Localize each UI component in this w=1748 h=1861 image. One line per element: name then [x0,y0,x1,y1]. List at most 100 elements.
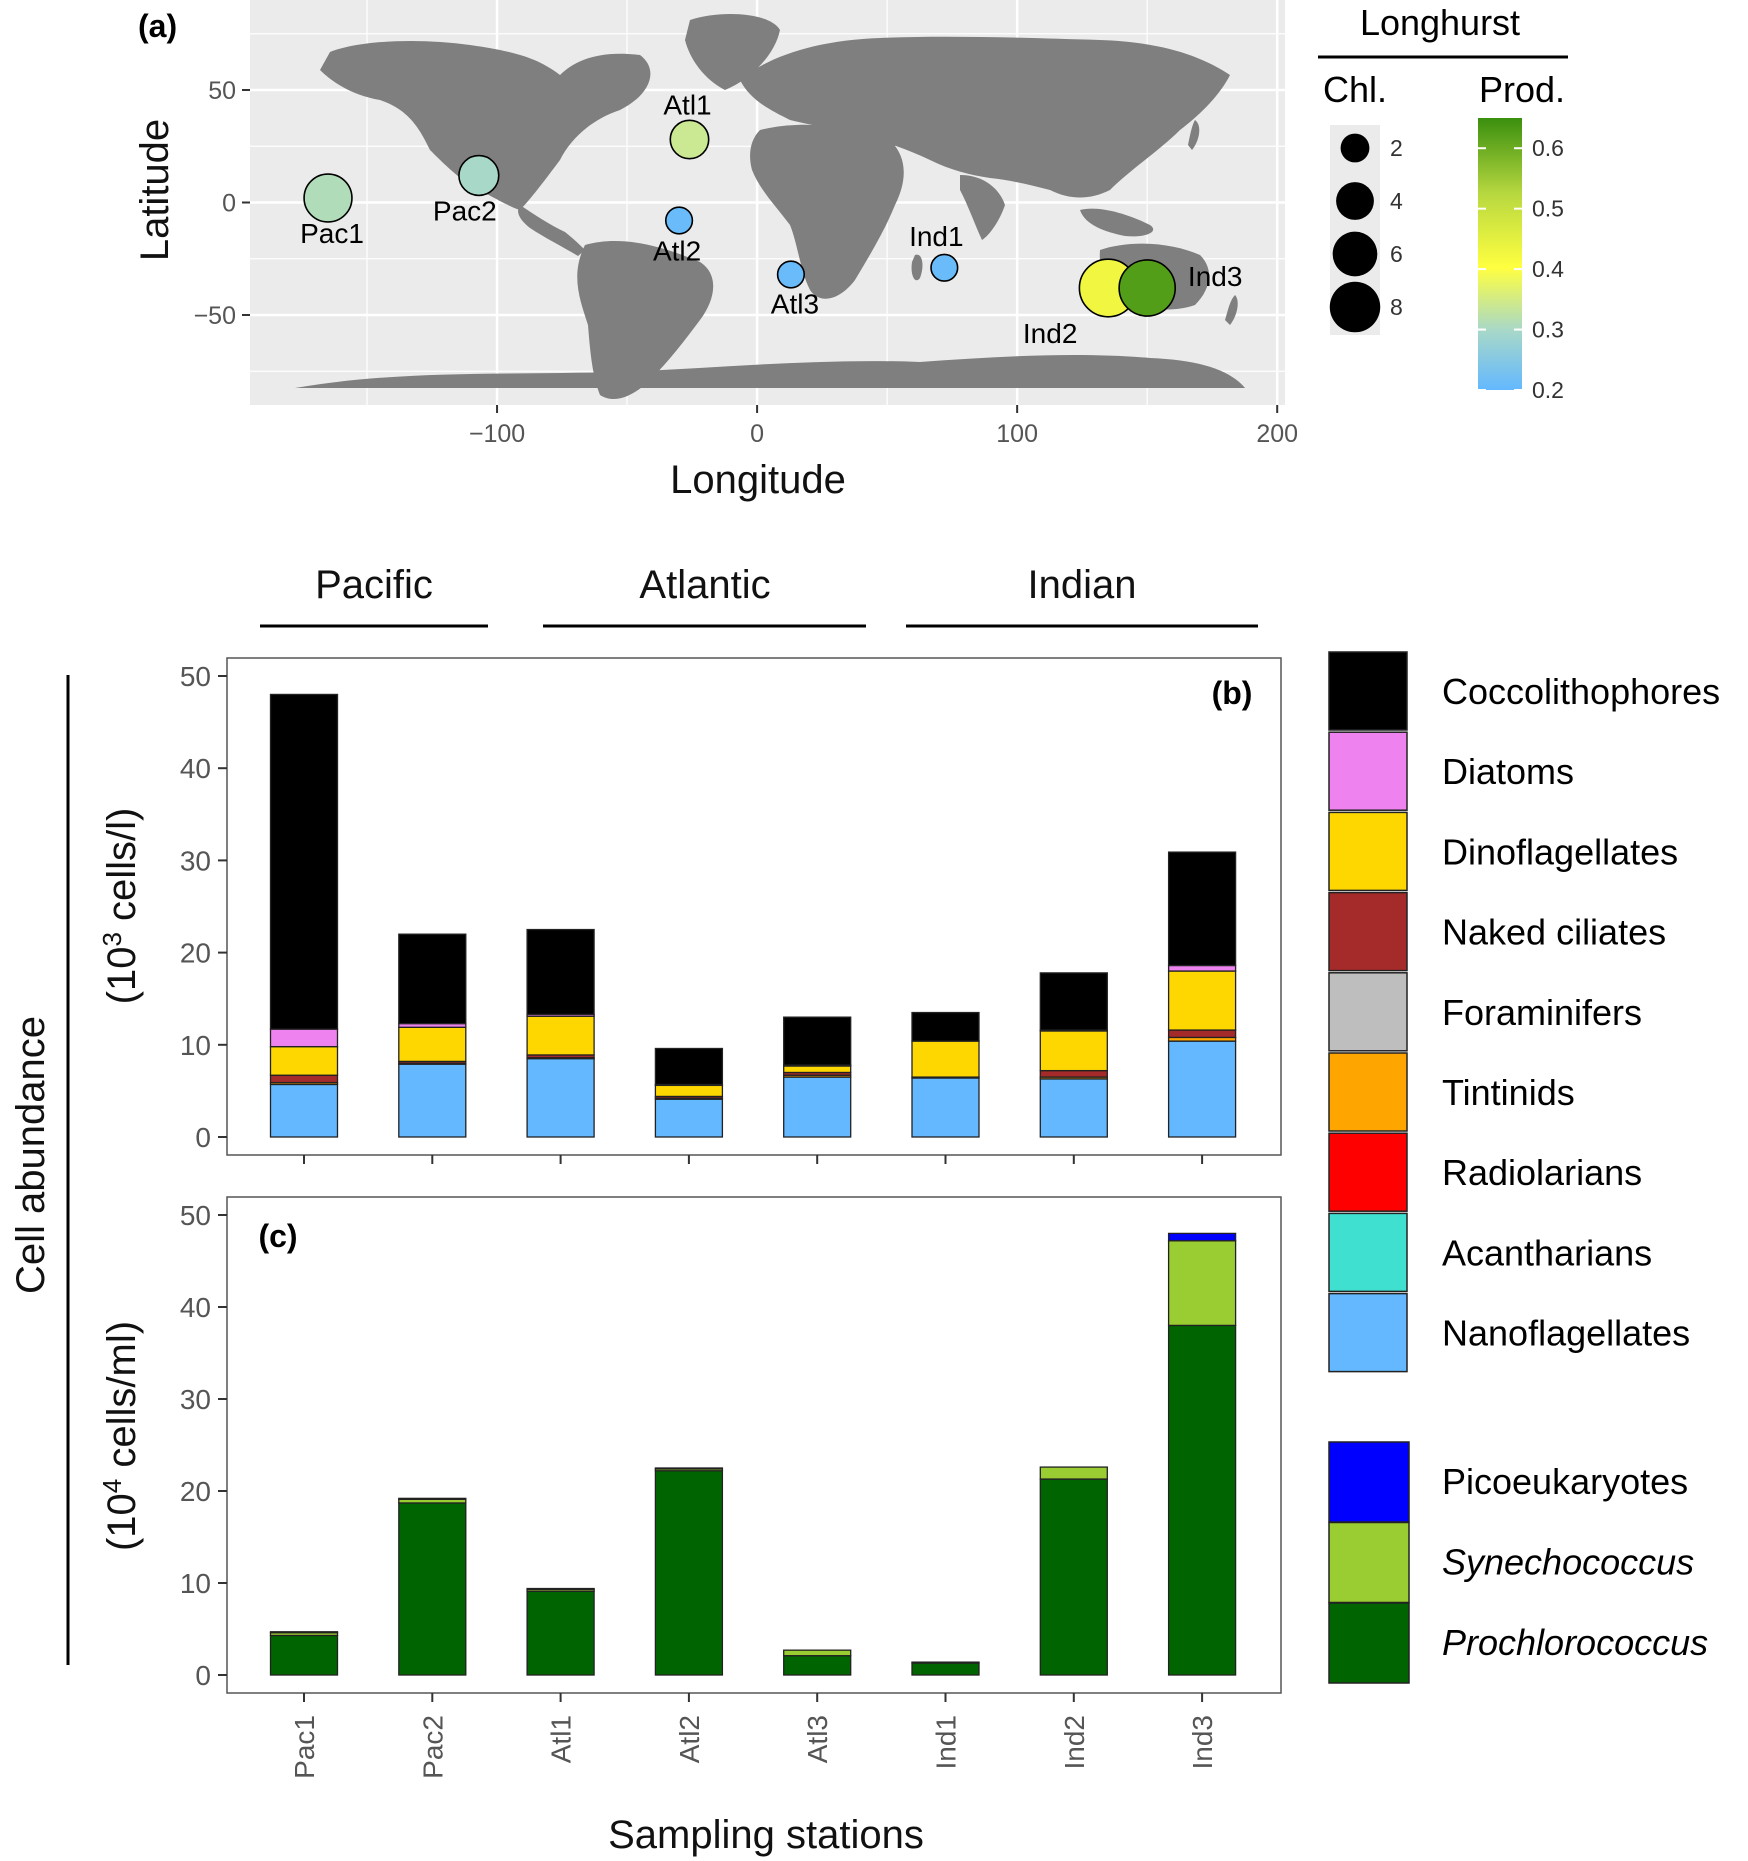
se-asia [1080,208,1154,237]
bar-coccolithophores [1167,851,1237,967]
panel-c-ylabel: (104 cells/ml) [97,1321,144,1551]
color-legend-label: 0.2 [1532,377,1564,403]
sampling-point [664,206,694,235]
bar-prochlorococcus [1167,1324,1237,1676]
bar-dinoflagellates [398,1026,467,1063]
legend-label-dinoflagellates: Dinoflagellates [1442,831,1678,872]
legend-label-nanoflagellates: Nanoflagellates [1442,1313,1690,1354]
legend-label-picoeukaryotes: Picoeukaryotes [1442,1461,1688,1502]
bar-dinoflagellates [1039,1030,1108,1072]
bar-synechococcus [911,1661,980,1664]
bar-coccolithophores [654,1047,724,1086]
bar-nanoflagellates [269,1083,339,1138]
legend-swatch-synechococcus [1328,1521,1410,1604]
bar-coccolithophores [269,693,339,1030]
panel-c-frame [226,1196,1282,1694]
bar-legend: Coccolithophores Diatoms Dinoflagellates Na… [1328,651,1720,1684]
legend-color-title-prod: Prod. [1479,69,1565,110]
greenland [685,14,780,91]
panel-c-picoplankton: Pac1 Pac2 Atl1 Atl2 Atl3 Ind1 Ind2 Ind3 0 10 20 30 4… [97,1196,1282,1857]
ytick-label: 20 [180,1476,211,1507]
bar-dinoflagellates [783,1065,852,1074]
bar-nanoflagellates [526,1057,595,1138]
bar-dinoflagellates [911,1040,980,1078]
panel-b-frame [226,657,1282,1156]
xtick-label: Ind2 [1059,1715,1090,1770]
legend-swatch-dinoflagellates [1328,811,1408,892]
bar-naked-ciliates [1039,1069,1108,1078]
size-legend-label: 2 [1390,135,1403,161]
xtick-label: Atl3 [802,1715,833,1763]
color-legend-ticks: 0.2 0.3 0.4 0.5 0.6 [1478,135,1564,403]
bar-synechococcus [783,1649,852,1657]
bar-prochlorococcus [398,1502,467,1676]
map-ytick-label: 50 [208,77,236,105]
bar-picoeukaryotes [654,1467,724,1470]
ytick-label: 50 [180,661,211,692]
xtick-label: Pac1 [289,1715,320,1779]
bar-picoeukaryotes [526,1587,595,1591]
bar-coccolithophores [783,1016,852,1066]
bar-dinoflagellates [654,1084,724,1098]
sampling-point-label: Pac1 [300,218,364,249]
size-legend-label: 6 [1390,241,1403,267]
size-legend-dot [1332,231,1378,277]
legend-swatch-radiolarians [1328,1132,1408,1212]
panel-b-ylabel: (103 cells/l) [97,808,144,1005]
color-legend-label: 0.4 [1532,256,1564,282]
color-legend-label: 0.5 [1532,196,1564,222]
sampling-point-label: Atl2 [653,236,701,267]
sampling-point [776,260,806,289]
antarctica [295,355,1245,388]
legend-label-acantharians: Acantharians [1442,1232,1652,1273]
bar-diatoms [1167,964,1237,972]
panel-label-c: (c) [258,1218,297,1254]
north-america [320,40,651,211]
japan [1188,120,1200,150]
legend-swatch-foraminifers [1328,972,1408,1052]
panel-b-protists: 0 10 20 30 40 50 (b) (103 cells/l) [97,657,1282,1164]
map-xtick-label: 100 [996,420,1038,448]
panel-b-axis: 0 10 20 30 40 50 [180,661,1204,1164]
legend-label-prochlorococcus: Prochlorococcus [1442,1622,1708,1663]
india [960,175,1005,240]
ytick-label: 40 [180,753,211,784]
size-legend-label: 8 [1390,294,1403,320]
sampling-point [1118,259,1177,317]
ytick-label: 0 [195,1122,211,1153]
bar-prochlorococcus [1039,1478,1108,1676]
bar-diatoms [269,1028,339,1048]
panel-label-b: (b) [1212,675,1253,711]
bar-picoeukaryotes [1167,1232,1237,1242]
bar-dinoflagellates [526,1015,595,1056]
bar-nanoflagellates [1167,1040,1237,1138]
bar-coccolithophores [398,933,467,1025]
sampling-point-label: Pac2 [433,196,497,227]
bar-coccolithophores [526,928,595,1016]
size-legend-dot [1329,281,1381,333]
ytick-label: 50 [180,1200,211,1231]
legend-swatch-naked-ciliates [1328,891,1408,972]
panel-label-a: (a) [138,8,177,44]
africa [750,124,904,299]
sampling-point-label: Ind1 [909,221,964,252]
color-legend-label: 0.3 [1532,317,1564,343]
group-indian: Indian [1028,563,1137,607]
legend-swatch-tintinids [1328,1052,1408,1132]
bar-nanoflagellates [1039,1078,1108,1138]
bar-prochlorococcus [654,1470,724,1676]
xtick-label: Ind3 [1187,1715,1218,1770]
sampling-point-label: Atl1 [663,90,711,121]
bar-synechococcus [1167,1240,1237,1327]
bar-dinoflagellates [1167,970,1237,1031]
ytick-label: 40 [180,1292,211,1323]
ytick-label: 10 [180,1030,211,1061]
group-atlantic: Atlantic [639,563,770,607]
x-axis-title-sampling-stations: Sampling stations [608,1813,924,1857]
xtick-label: Atl2 [674,1715,705,1763]
bar-prochlorococcus [911,1662,980,1676]
map-panel: Pac1 Pac2 Atl1 Atl2 Atl3 Ind1 Ind2 Ind3 −100 0 10… [133,0,1298,502]
bar-coccolithophores [1039,972,1108,1031]
ytick-label: 20 [180,938,211,969]
